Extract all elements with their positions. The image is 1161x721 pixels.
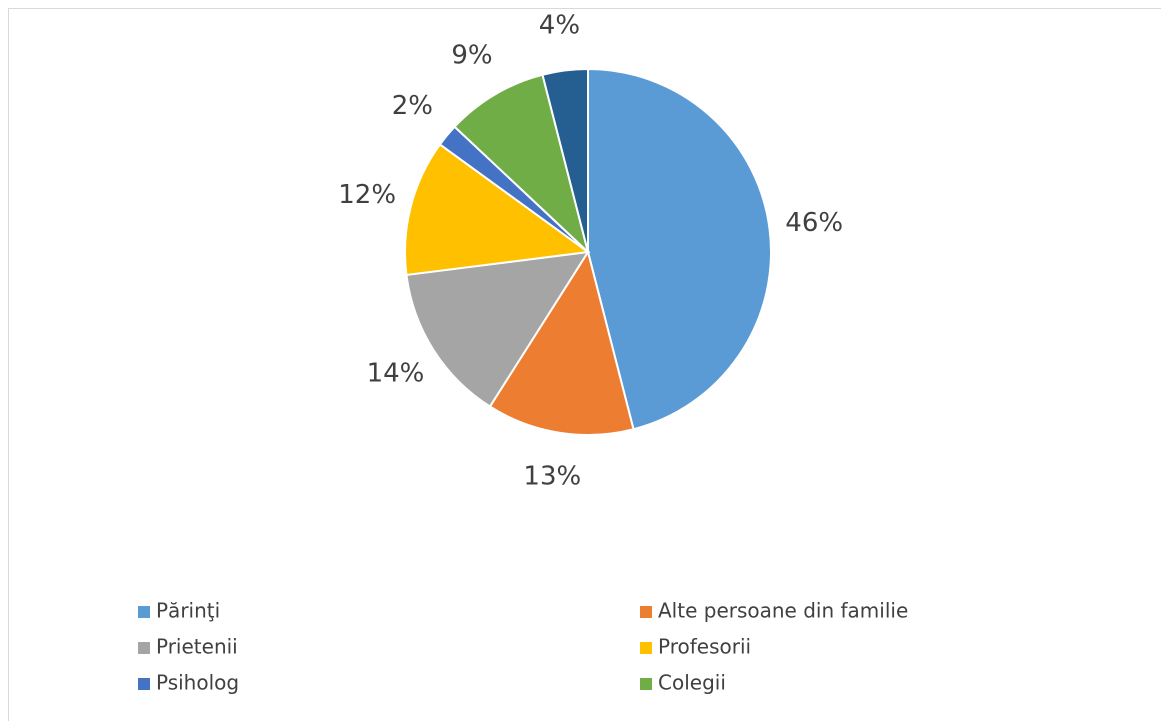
pie-slice [488, 249, 635, 436]
legend-swatch [640, 642, 652, 654]
pie-slice [405, 250, 590, 408]
data-label: 14% [367, 359, 425, 389]
data-label: 2% [392, 91, 433, 121]
legend-label: Prietenii [156, 635, 238, 659]
legend-swatch [640, 606, 652, 618]
legend-label: Părinţi [156, 599, 220, 623]
data-label: 46% [785, 208, 843, 238]
legend-label: Profesorii [658, 635, 751, 659]
legend-swatch [640, 678, 652, 690]
data-label: 13% [523, 462, 581, 492]
pie-slice [404, 143, 591, 277]
pie-slice [453, 73, 590, 256]
legend-label: Colegii [658, 671, 726, 695]
data-label: 4% [539, 10, 580, 40]
pie-slice [587, 67, 772, 431]
pie-slice [541, 67, 589, 253]
legend-swatch [138, 678, 150, 690]
legend-swatch [138, 642, 150, 654]
legend-label: Psiholog [156, 671, 239, 695]
data-label: 12% [338, 180, 396, 210]
legend-label: Alte persoane din familie [658, 599, 908, 623]
data-label: 9% [451, 40, 492, 70]
legend-swatch [138, 606, 150, 618]
